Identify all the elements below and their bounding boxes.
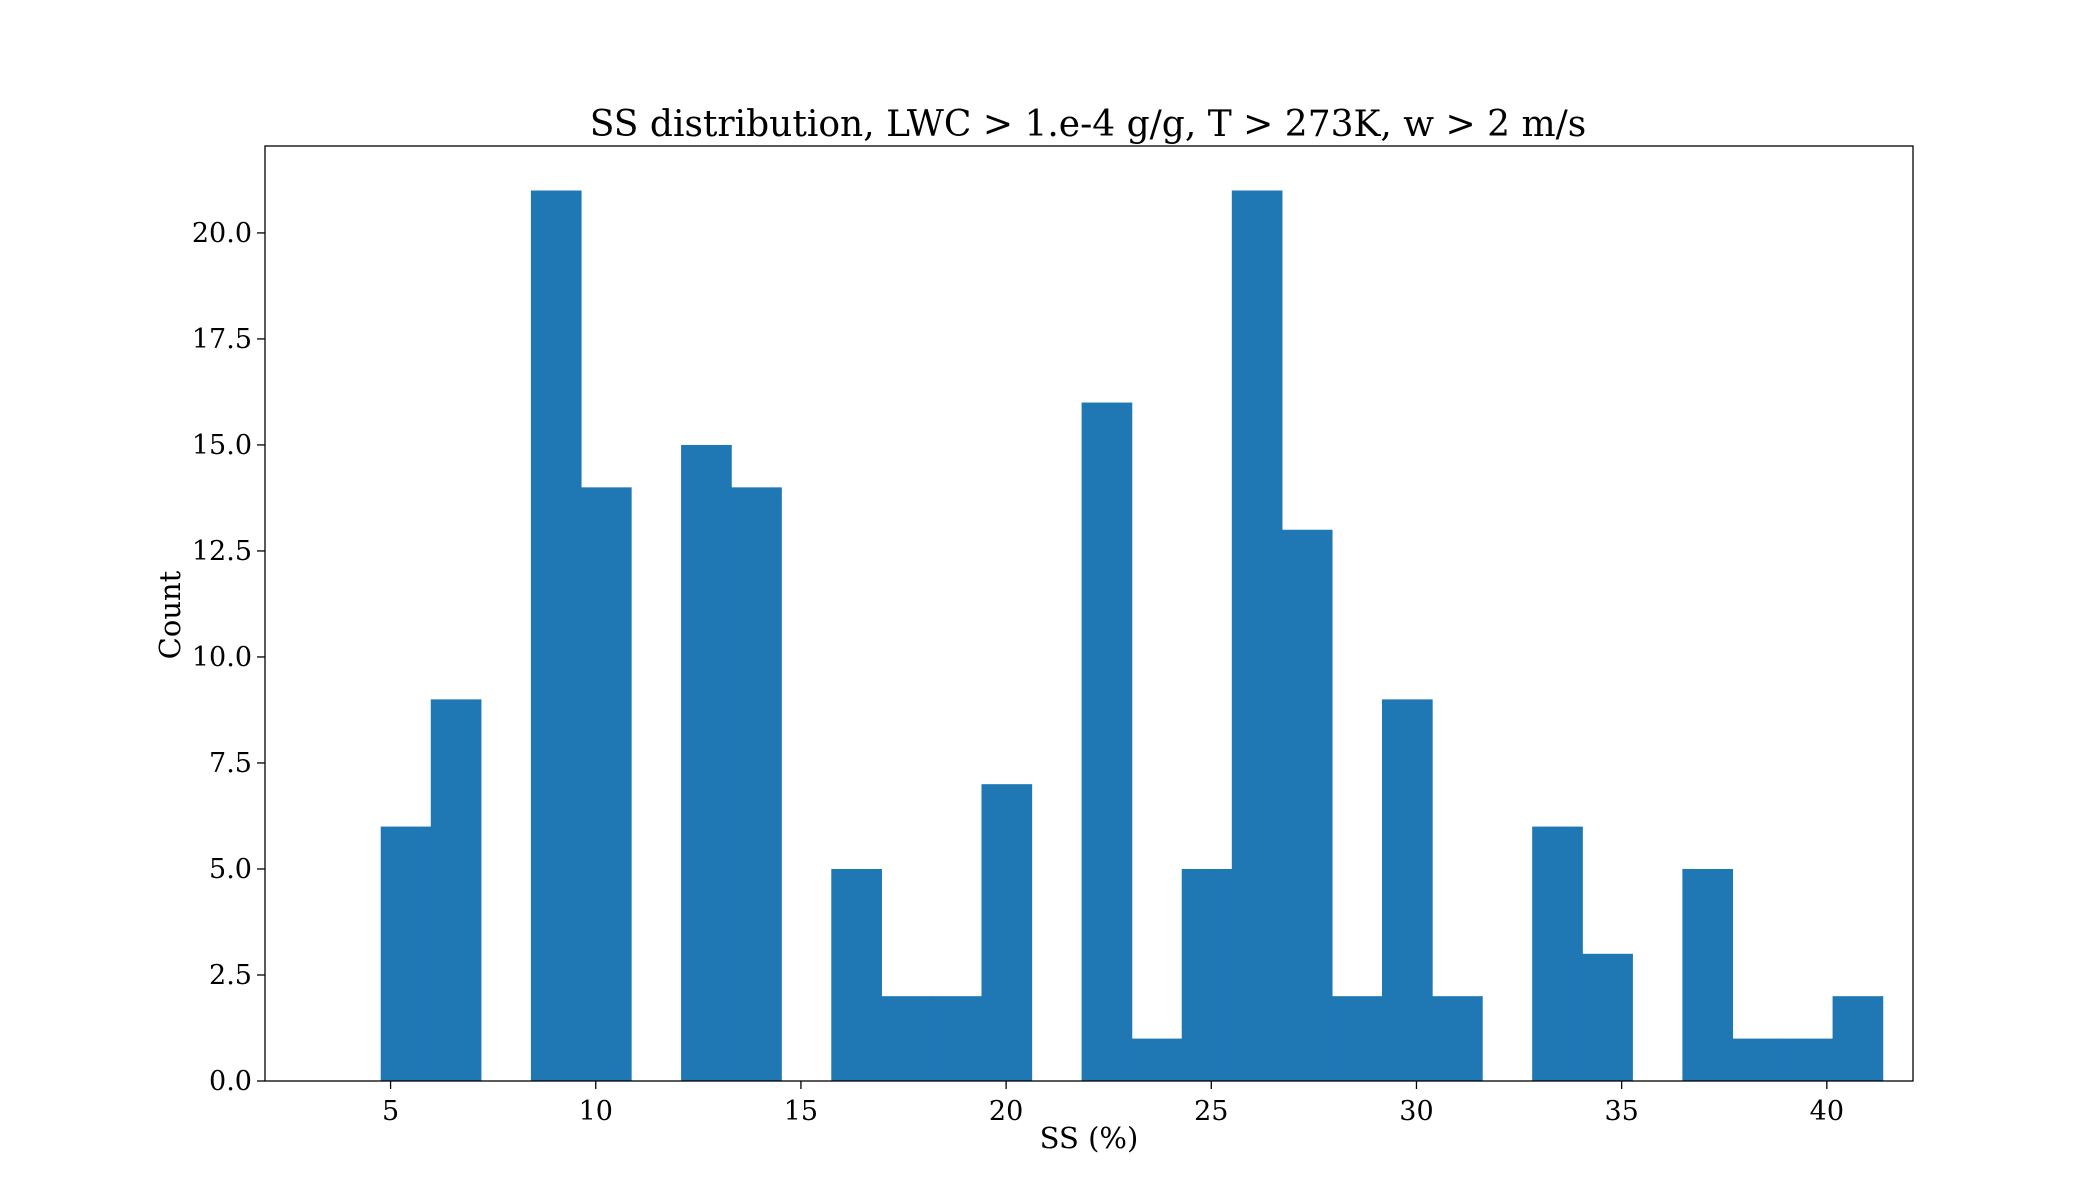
histogram-bar bbox=[881, 996, 933, 1081]
y-tick-label: 15.0 bbox=[192, 430, 252, 461]
y-tick-label: 2.5 bbox=[209, 960, 252, 991]
histogram-bar bbox=[1231, 190, 1283, 1081]
histogram-bar bbox=[981, 784, 1033, 1081]
y-tick-label: 12.5 bbox=[192, 536, 252, 567]
x-tick-label: 5 bbox=[382, 1096, 399, 1127]
y-tick-label: 20.0 bbox=[192, 218, 252, 249]
x-axis-ticks: 5 10 15 20 25 30 35 40 bbox=[382, 1081, 1844, 1127]
histogram-bar bbox=[831, 868, 882, 1081]
histogram-bar bbox=[530, 190, 582, 1081]
plot-area-frame bbox=[264, 145, 1914, 1082]
histogram-bar bbox=[1131, 1038, 1183, 1081]
histogram-bar bbox=[1181, 868, 1233, 1081]
histogram-bar bbox=[1081, 402, 1133, 1081]
histogram-bar bbox=[1582, 953, 1633, 1081]
y-tick-label: 10.0 bbox=[192, 642, 252, 673]
histogram-bar bbox=[1732, 1038, 1784, 1081]
histogram-bar bbox=[1281, 529, 1333, 1081]
x-axis-label: SS (%) bbox=[1040, 1121, 1139, 1155]
y-axis-ticks: 0.0 2.5 5.0 7.5 10.0 12.5 15.0 17.5 20.0 bbox=[192, 218, 265, 1097]
y-tick-label: 5.0 bbox=[209, 854, 252, 885]
x-tick-label: 30 bbox=[1399, 1096, 1433, 1127]
x-tick-label: 10 bbox=[579, 1096, 613, 1127]
histogram-bar bbox=[1682, 868, 1734, 1081]
histogram-bar bbox=[430, 699, 482, 1081]
y-tick-label: 0.0 bbox=[209, 1066, 252, 1097]
y-tick-label: 17.5 bbox=[192, 324, 252, 355]
chart-title: SS distribution, LWC > 1.e-4 g/g, T > 27… bbox=[590, 104, 1586, 145]
histogram-bar bbox=[1432, 996, 1483, 1081]
x-tick-label: 40 bbox=[1810, 1096, 1844, 1127]
histogram-bars bbox=[380, 190, 1884, 1082]
histogram-bar bbox=[1382, 699, 1433, 1081]
x-tick-label: 25 bbox=[1194, 1096, 1228, 1127]
histogram-bar bbox=[380, 826, 432, 1081]
y-axis-label: Count bbox=[153, 570, 187, 659]
histogram-bar bbox=[580, 487, 632, 1082]
histogram-bar bbox=[1782, 1038, 1834, 1081]
x-tick-label: 35 bbox=[1604, 1096, 1638, 1127]
histogram-bar bbox=[681, 444, 732, 1081]
histogram-bar bbox=[731, 487, 782, 1082]
x-tick-label: 20 bbox=[989, 1096, 1023, 1127]
x-tick-label: 15 bbox=[784, 1096, 818, 1127]
histogram-bar bbox=[1532, 826, 1583, 1081]
y-tick-label: 7.5 bbox=[209, 748, 252, 779]
histogram-bar bbox=[1832, 996, 1884, 1081]
histogram-bar bbox=[931, 996, 983, 1081]
histogram-bar bbox=[1331, 996, 1383, 1081]
